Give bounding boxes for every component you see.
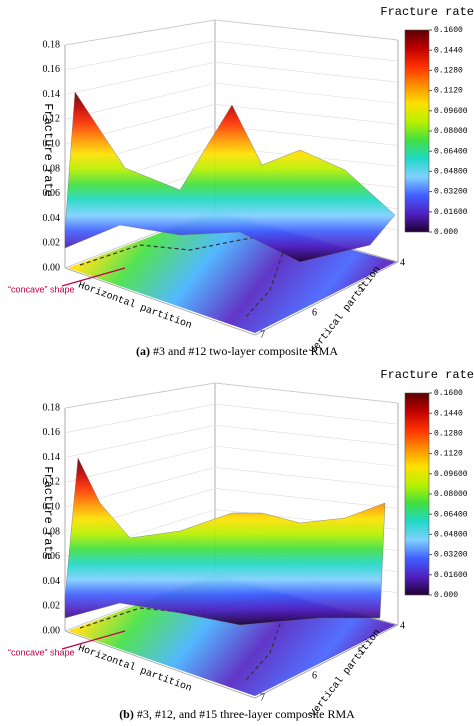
y-tick-label: 7 xyxy=(260,329,265,340)
colorbar-title: Fracture rate xyxy=(380,5,474,19)
z-axis-title: Fracture rate xyxy=(41,466,55,560)
wall-grid xyxy=(214,104,399,125)
annotation-arrow xyxy=(61,267,126,287)
surface xyxy=(64,91,396,263)
box-edge xyxy=(64,267,256,336)
wall-grid xyxy=(214,445,399,467)
z-axis-title: Fracture rate xyxy=(41,103,55,197)
caption: (a) #3 and #12 two-layer composite RMA xyxy=(136,344,338,358)
wall-grid xyxy=(214,125,399,146)
z-tick-label: 0.10 xyxy=(43,138,61,149)
caption-text: #3 and #12 two-layer composite RMA xyxy=(153,344,338,358)
caption-label: (b) xyxy=(119,707,134,721)
wall-grid xyxy=(214,424,399,446)
wall-grid xyxy=(64,19,216,46)
box-edge xyxy=(254,261,399,336)
colorbar-tick-label: 0.1600 xyxy=(434,389,463,398)
colorbar-tick-label: 0.03200 xyxy=(434,551,468,560)
y-tick-label: 6 xyxy=(312,670,317,681)
wall-grid xyxy=(64,382,216,409)
annotation: “concave” shape xyxy=(8,284,75,294)
colorbar-tick-label: 0.000 xyxy=(434,591,458,600)
wall-grid xyxy=(214,40,399,62)
z-tick-label: 0.06 xyxy=(43,551,61,562)
z-tick-label: 0.08 xyxy=(43,526,61,537)
colorbar-tick-label: 0.03200 xyxy=(434,188,468,197)
colorbar-tick-label: 0.1440 xyxy=(434,409,463,418)
wall-grid xyxy=(214,403,399,425)
box-edge xyxy=(64,630,256,699)
colorbar-tick-label: 0.04800 xyxy=(434,531,468,540)
wall-grid xyxy=(214,19,399,41)
z-tick-label: 0.12 xyxy=(43,477,61,488)
wall-grid xyxy=(64,403,216,434)
surface xyxy=(64,457,386,626)
colorbar xyxy=(404,392,430,596)
z-tick-label: 0.04 xyxy=(43,576,61,587)
z-tick-label: 0.12 xyxy=(43,114,61,125)
z-tick-label: 0.00 xyxy=(43,262,61,273)
caption-label: (a) xyxy=(136,344,150,358)
z-tick-label: 0.08 xyxy=(43,163,61,174)
y-tick-label: 4 xyxy=(400,257,405,268)
colorbar-tick-label: 0.1120 xyxy=(434,450,463,459)
colorbar-tick-label: 0.09600 xyxy=(434,107,468,116)
z-tick-label: 0.16 xyxy=(43,64,61,75)
z-tick-label: 0.00 xyxy=(43,625,61,636)
z-tick-label: 0.02 xyxy=(43,238,61,249)
colorbar-tick-label: 0.09600 xyxy=(434,470,468,479)
colorbar-tick-label: 0.000 xyxy=(434,228,458,237)
colorbar xyxy=(404,29,430,233)
colorbar-tick-label: 0.1120 xyxy=(434,87,463,96)
y-tick-label: 5 xyxy=(358,283,363,294)
colorbar-tick-label: 0.1280 xyxy=(434,430,463,439)
caption: (b) #3, #12, and #15 three-layer composi… xyxy=(119,707,355,721)
wall-grid xyxy=(214,382,399,404)
y-tick-label: 5 xyxy=(358,646,363,657)
caption-text: #3, #12, and #15 three-layer composite R… xyxy=(137,707,355,721)
colorbar-tick-label: 0.01600 xyxy=(434,571,468,580)
y-tick-label: 6 xyxy=(312,307,317,318)
z-tick-label: 0.14 xyxy=(43,89,61,100)
z-tick-label: 0.18 xyxy=(43,39,61,50)
wall-grid xyxy=(214,61,399,83)
y-tick-label: 7 xyxy=(260,692,265,703)
panel: 0.18 0.16 0.14 0.12 0.10 0.08 0.06 0.04 0.02 0.00… xyxy=(8,368,474,721)
wall-grid xyxy=(214,467,399,488)
z-tick-label: 0.02 xyxy=(43,601,61,612)
colorbar-tick-label: 0.06400 xyxy=(434,147,468,156)
box-edge xyxy=(254,624,399,699)
wall-grid xyxy=(64,40,216,71)
wall-grid xyxy=(64,61,216,95)
wall-grid xyxy=(64,82,216,120)
annotation-arrow xyxy=(61,630,126,650)
colorbar-title: Fracture rate xyxy=(380,368,474,382)
colorbar-tick-label: 0.04800 xyxy=(434,168,468,177)
z-tick-label: 0.18 xyxy=(43,402,61,413)
wall-grid xyxy=(64,424,216,458)
z-tick-label: 0.14 xyxy=(43,452,61,463)
colorbar-tick-label: 0.1280 xyxy=(434,67,463,76)
colorbar-tick-label: 0.1600 xyxy=(434,26,463,35)
z-tick-label: 0.10 xyxy=(43,501,61,512)
colorbar-tick-label: 0.08000 xyxy=(434,490,468,499)
annotation: “concave” shape xyxy=(8,647,75,657)
y-tick-label: 4 xyxy=(400,620,405,631)
colorbar-tick-label: 0.06400 xyxy=(434,510,468,519)
z-tick-label: 0.06 xyxy=(43,188,61,199)
wall-grid xyxy=(214,488,399,509)
concave-outline xyxy=(79,231,291,319)
wall-grid xyxy=(214,82,399,104)
colorbar-tick-label: 0.01600 xyxy=(434,208,468,217)
colorbar-tick-label: 0.08000 xyxy=(434,127,468,136)
panel: 0.18 0.16 0.14 0.12 0.10 0.08 0.06 0.04 0.02 0.00… xyxy=(8,5,474,358)
colorbar-tick-label: 0.1440 xyxy=(434,46,463,55)
z-tick-label: 0.04 xyxy=(43,213,61,224)
wall-grid xyxy=(64,445,216,483)
z-tick-label: 0.16 xyxy=(43,427,61,438)
